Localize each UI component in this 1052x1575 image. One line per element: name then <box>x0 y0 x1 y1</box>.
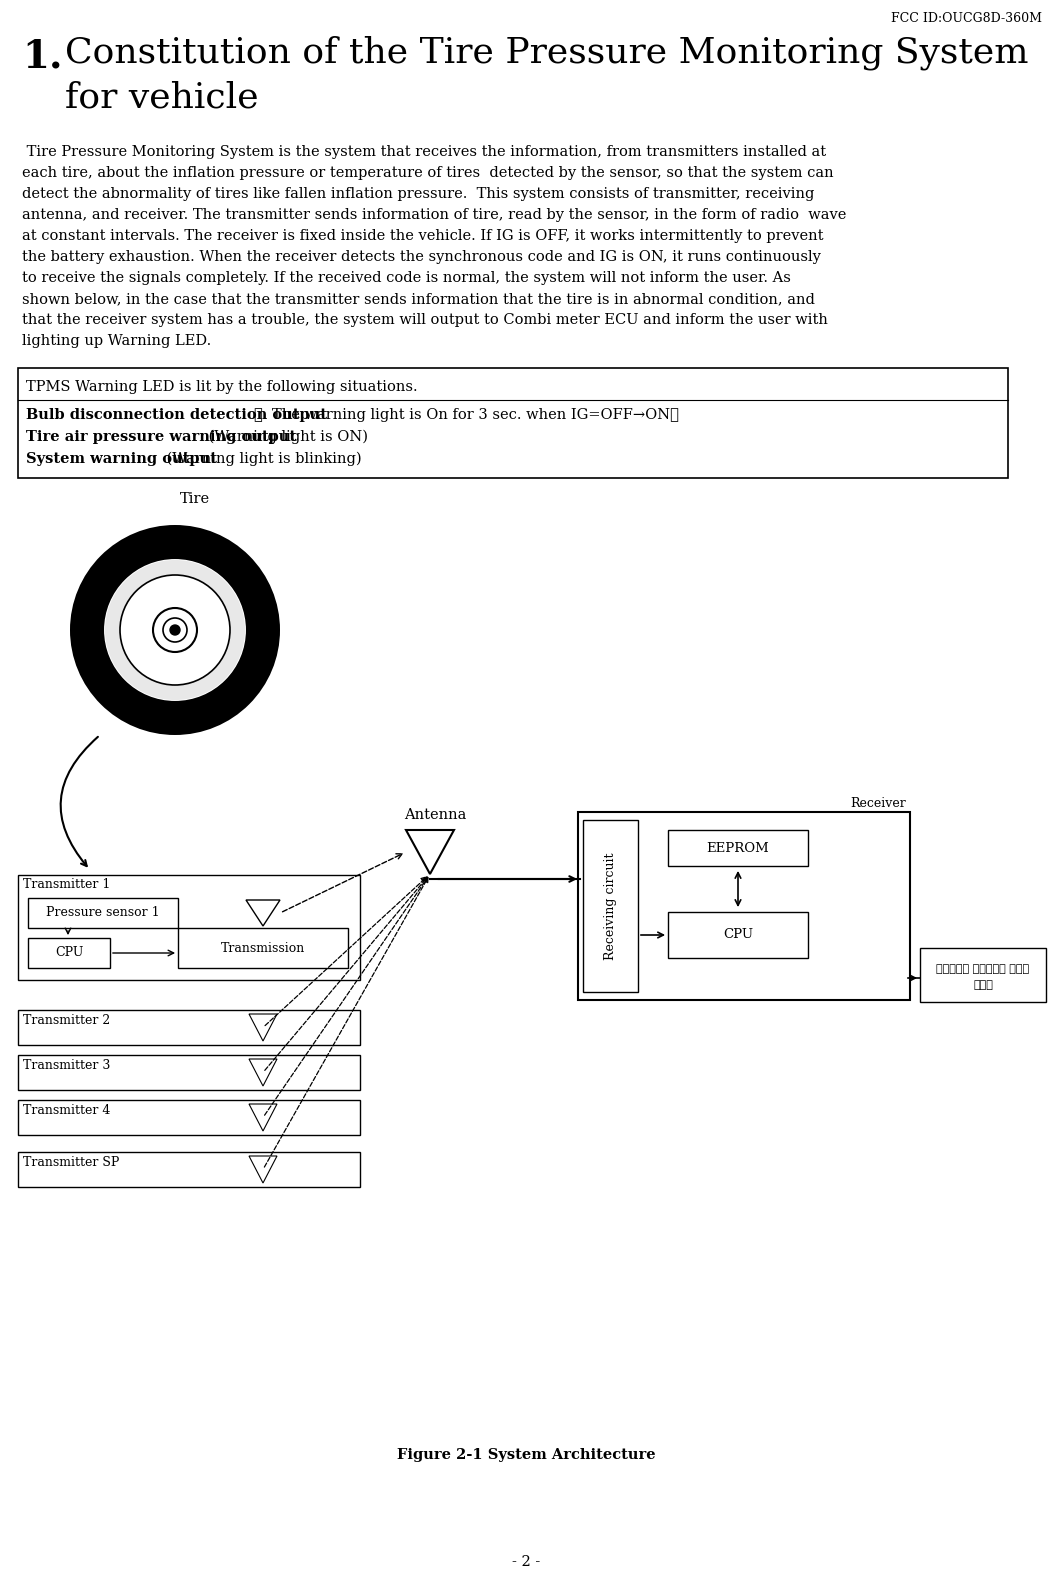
Text: Transmitter 4: Transmitter 4 <box>23 1104 110 1117</box>
Polygon shape <box>249 1058 277 1087</box>
Bar <box>583 821 638 992</box>
Text: Pressure sensor 1: Pressure sensor 1 <box>46 907 160 920</box>
Circle shape <box>153 608 197 652</box>
Text: FCC ID:OUCG8D-360M: FCC ID:OUCG8D-360M <box>891 13 1041 25</box>
Text: System warning output: System warning output <box>26 452 217 466</box>
Bar <box>18 1099 360 1136</box>
Bar <box>18 1055 360 1090</box>
Polygon shape <box>406 830 454 874</box>
Bar <box>920 948 1046 1002</box>
Bar <box>28 898 178 928</box>
Text: Antenna: Antenna <box>404 808 466 822</box>
Text: lighting up Warning LED.: lighting up Warning LED. <box>22 334 211 348</box>
Text: Tire: Tire <box>180 491 210 506</box>
Circle shape <box>103 558 247 702</box>
Text: the battery exhaustion. When the receiver detects the synchronous code and IG is: the battery exhaustion. When the receive… <box>22 250 821 265</box>
Text: 1.: 1. <box>22 38 62 76</box>
Text: Receiving circuit: Receiving circuit <box>604 852 618 959</box>
Text: Ｃｏｍｂｉ ｍｅｔｅｒ ＥＣＵ: Ｃｏｍｂｉ ｍｅｔｅｒ ＥＣＵ <box>936 964 1030 973</box>
Circle shape <box>105 561 245 699</box>
Circle shape <box>170 625 180 635</box>
Text: Figure 2-1 System Architecture: Figure 2-1 System Architecture <box>397 1447 655 1462</box>
Bar <box>28 939 110 969</box>
Text: each tire, about the inflation pressure or temperature of tires  detected by the: each tire, about the inflation pressure … <box>22 165 833 180</box>
Text: at constant intervals. The receiver is fixed inside the vehicle. If IG is OFF, i: at constant intervals. The receiver is f… <box>22 228 824 243</box>
Bar <box>178 928 348 969</box>
Polygon shape <box>249 1104 277 1131</box>
Bar <box>668 830 808 866</box>
Text: Transmitter 2: Transmitter 2 <box>23 1014 110 1027</box>
Bar <box>18 1010 360 1044</box>
Text: Constitution of the Tire Pressure Monitoring System: Constitution of the Tire Pressure Monito… <box>65 36 1029 71</box>
Circle shape <box>163 617 187 643</box>
Text: Tire air pressure warning output: Tire air pressure warning output <box>26 430 296 444</box>
Text: Bulb disconnection detection output: Bulb disconnection detection output <box>26 408 327 422</box>
Text: TPMS Warning LED is lit by the following situations.: TPMS Warning LED is lit by the following… <box>26 380 418 394</box>
Text: to receive the signals completely. If the received code is normal, the system wi: to receive the signals completely. If th… <box>22 271 791 285</box>
Text: Receiver: Receiver <box>850 797 906 810</box>
Text: (Warning light is ON): (Warning light is ON) <box>204 430 368 444</box>
Text: - 2 -: - 2 - <box>512 1555 540 1569</box>
Text: shown below, in the case that the transmitter sends information that the tire is: shown below, in the case that the transm… <box>22 291 815 306</box>
Polygon shape <box>246 899 280 926</box>
Text: Tire Pressure Monitoring System is the system that receives the information, fro: Tire Pressure Monitoring System is the s… <box>22 145 826 159</box>
Text: Transmitter 1: Transmitter 1 <box>23 877 110 891</box>
Bar <box>578 813 910 1000</box>
Bar <box>18 1151 360 1188</box>
Polygon shape <box>249 1156 277 1183</box>
Circle shape <box>120 575 230 685</box>
Text: CPU: CPU <box>55 947 83 959</box>
Bar <box>18 369 1008 477</box>
Text: CPU: CPU <box>723 929 753 942</box>
Text: ＥＣＵ: ＥＣＵ <box>973 980 993 991</box>
Bar <box>668 912 808 958</box>
Text: （  The warning light is On for 3 sec. when IG=OFF→ON）: （ The warning light is On for 3 sec. whe… <box>254 408 679 422</box>
Text: that the receiver system has a trouble, the system will output to Combi meter EC: that the receiver system has a trouble, … <box>22 313 828 328</box>
Polygon shape <box>249 1014 277 1041</box>
Text: Transmitter SP: Transmitter SP <box>23 1156 119 1169</box>
Text: for vehicle: for vehicle <box>65 80 259 113</box>
Text: Transmitter 3: Transmitter 3 <box>23 1058 110 1073</box>
Text: (Warning light is blinking): (Warning light is blinking) <box>162 452 362 466</box>
Text: EEPROM: EEPROM <box>707 841 769 855</box>
Bar <box>18 876 360 980</box>
Text: Transmission: Transmission <box>221 942 305 954</box>
Circle shape <box>70 524 280 736</box>
Text: antenna, and receiver. The transmitter sends information of tire, read by the se: antenna, and receiver. The transmitter s… <box>22 208 847 222</box>
Text: detect the abnormality of tires like fallen inflation pressure.  This system con: detect the abnormality of tires like fal… <box>22 187 814 202</box>
